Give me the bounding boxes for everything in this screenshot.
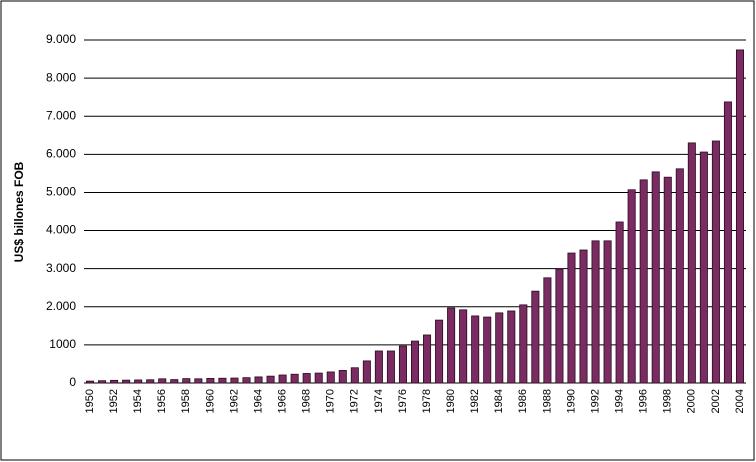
y-tick-label: 3.000 [46, 261, 76, 275]
bar [218, 377, 227, 384]
bar [579, 249, 588, 384]
x-tick-label: 2004 [734, 389, 746, 413]
y-tick-label: 1000 [49, 337, 76, 351]
y-tick-label: 6.000 [46, 147, 76, 161]
bar [591, 240, 600, 384]
x-tick-label: 1972 [349, 389, 361, 413]
bar [122, 379, 131, 384]
bar [386, 350, 395, 384]
y-axis-title: US$ billones FOB [12, 161, 26, 262]
bar [555, 268, 564, 384]
bar [567, 252, 576, 384]
x-tick-label: 1974 [373, 389, 385, 413]
x-tick-label: 1986 [517, 389, 529, 413]
bar [254, 376, 263, 384]
x-tick-label: 1982 [469, 389, 481, 413]
bar [639, 179, 648, 384]
x-tick-label: 1964 [252, 389, 264, 413]
bar [447, 307, 456, 384]
bar [338, 370, 347, 384]
x-tick-label: 1968 [301, 389, 313, 413]
bar [326, 371, 335, 384]
bar [471, 315, 480, 384]
y-tick-label: 5.000 [46, 185, 76, 199]
bar [699, 151, 708, 384]
bar [435, 319, 444, 384]
x-tick-label: 1996 [638, 389, 650, 413]
bar [350, 367, 359, 384]
bar [603, 240, 612, 384]
y-tick-label: 0 [69, 375, 76, 389]
bar [290, 373, 299, 384]
y-tick-label: 4.000 [46, 223, 76, 237]
bar [170, 379, 179, 384]
bar [507, 310, 516, 384]
x-tick-label: 1998 [662, 389, 674, 413]
x-tick-label: 1970 [325, 389, 337, 413]
x-tick-label: 1960 [204, 389, 216, 413]
bar [423, 334, 432, 384]
x-tick-label: 2000 [686, 389, 698, 413]
x-tick-label: 1952 [108, 389, 120, 413]
x-tick-label: 1956 [156, 389, 168, 413]
bar [278, 374, 287, 384]
bar [651, 171, 660, 384]
x-tick-label: 2002 [710, 389, 722, 413]
bar [362, 360, 371, 384]
bar [86, 380, 95, 384]
bar [194, 378, 203, 384]
bar [98, 380, 107, 384]
bar [687, 142, 696, 384]
bar [459, 309, 468, 384]
bar [110, 379, 119, 384]
x-tick-label: 1976 [397, 389, 409, 413]
bar [146, 379, 155, 384]
y-tick-label: 7.000 [46, 108, 76, 122]
x-tick-label: 1950 [84, 389, 96, 413]
bar [495, 312, 504, 384]
bar [410, 340, 420, 384]
bar [675, 168, 684, 384]
x-tick-label: 1962 [228, 389, 240, 413]
bar [242, 377, 251, 384]
x-tick-label: 1988 [541, 389, 553, 413]
bar [663, 176, 672, 384]
bar [723, 101, 732, 384]
x-tick-label: 1958 [180, 389, 192, 413]
x-tick-label: 1990 [565, 389, 577, 413]
bar [302, 373, 311, 384]
bar [182, 378, 191, 384]
bar [134, 379, 143, 384]
bar [398, 345, 407, 384]
bar [519, 304, 528, 384]
bar [314, 372, 323, 384]
y-tick-label: 8.000 [46, 70, 76, 84]
x-tick-label: 1984 [493, 389, 505, 413]
bar [230, 377, 239, 384]
x-tick-label: 1966 [277, 389, 289, 413]
bar [735, 49, 744, 384]
bar [543, 277, 552, 384]
bar [158, 378, 167, 384]
bar [627, 189, 636, 384]
bar [615, 221, 624, 384]
x-tick-label: 1994 [614, 389, 626, 413]
bar [483, 316, 492, 384]
bar [266, 375, 275, 384]
x-tick-label: 1992 [589, 389, 601, 413]
y-tick-label: 2.000 [46, 299, 76, 313]
x-tick-label: 1980 [445, 389, 457, 413]
bar [531, 290, 540, 384]
bar [206, 378, 215, 384]
bar [711, 140, 720, 384]
bar [374, 350, 383, 384]
x-tick-label: 1978 [421, 389, 433, 413]
y-tick-label: 9.000 [46, 32, 76, 46]
x-tick-label: 1954 [132, 389, 144, 413]
